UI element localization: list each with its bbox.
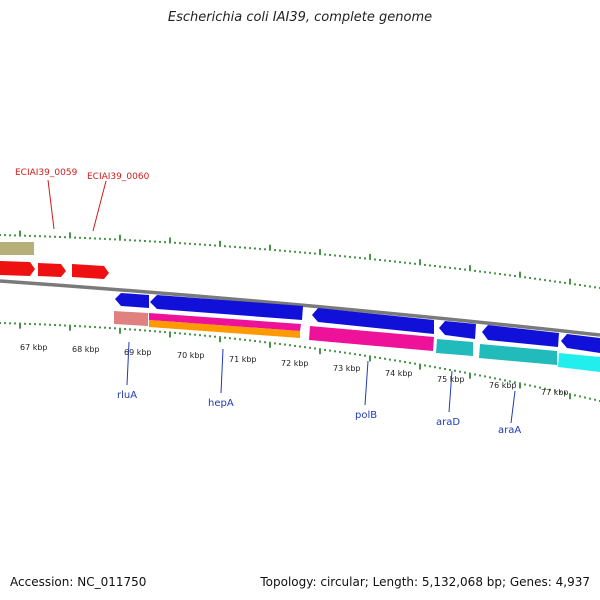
feature-tracks xyxy=(114,311,600,372)
feature-salmon[interactable] xyxy=(114,311,148,326)
kbp-label: 71 kbp xyxy=(229,355,257,364)
kbp-label: 72 kbp xyxy=(281,359,309,368)
kbp-label: 77 kbp xyxy=(541,388,569,397)
gene-blue-6[interactable] xyxy=(561,334,600,353)
forward-strand-genes xyxy=(0,242,109,279)
reverse-strand-genes xyxy=(115,293,600,353)
feature-pink-hepA[interactable] xyxy=(149,313,301,331)
kbp-label: 74 kbp xyxy=(385,369,413,378)
gene-label-araA[interactable]: araA xyxy=(498,425,521,436)
kbp-label: 73 kbp xyxy=(333,364,361,373)
bottom-tick-track xyxy=(0,322,600,402)
top-tick-track xyxy=(0,230,600,289)
gene-blue-hepA[interactable] xyxy=(150,295,303,320)
gene-label-ECIAI39_0060[interactable]: ECIAI39_0060 xyxy=(87,172,150,182)
gene-label-ECIAI39_0059[interactable]: ECIAI39_0059 xyxy=(15,168,78,178)
gene-red-1[interactable] xyxy=(0,261,35,276)
feature-orange-hepA[interactable] xyxy=(149,320,300,338)
top-labels: ECIAI39_0059 ECIAI39_0060 xyxy=(15,168,150,232)
kbp-label: 75 kbp xyxy=(437,375,465,384)
gene-blue-1[interactable] xyxy=(115,293,149,308)
kbp-label: 69 kbp xyxy=(124,348,152,357)
gene-label-hepA[interactable]: hepA xyxy=(208,398,234,409)
feature-pink-polB[interactable] xyxy=(309,326,434,351)
kbp-scale: 67 kbp 68 kbp 69 kbp 70 kbp 71 kbp 72 kb… xyxy=(20,343,569,397)
kbp-label: 70 kbp xyxy=(177,351,205,360)
gene-label-araD[interactable]: araD xyxy=(436,417,460,428)
gene-label-rluA[interactable]: rluA xyxy=(117,390,137,401)
gene-blue-polB[interactable] xyxy=(312,308,434,334)
gene-blue-araA[interactable] xyxy=(482,325,559,347)
gene-blue-araD[interactable] xyxy=(439,321,476,339)
accession-text: Accession: NC_011750 xyxy=(10,575,147,589)
gene-label-leaders xyxy=(126,341,516,424)
kbp-label: 76 kbp xyxy=(489,381,517,390)
feature-cyan[interactable] xyxy=(558,353,600,372)
gene-red-3[interactable] xyxy=(72,264,109,279)
genome-title: Escherichia coli IAI39, complete genome xyxy=(167,10,433,25)
kbp-label: 68 kbp xyxy=(72,345,100,354)
kbp-label: 67 kbp xyxy=(20,343,48,352)
feature-teal-araA[interactable] xyxy=(479,344,557,365)
gene-label-polB[interactable]: polB xyxy=(355,410,377,421)
genome-summary-text: Topology: circular; Length: 5,132,068 bp… xyxy=(260,575,590,589)
gene-labels: rluA hepA polB araD araA xyxy=(117,390,521,436)
gene-red-2[interactable] xyxy=(38,263,66,277)
feature-teal-araD[interactable] xyxy=(436,339,473,356)
genome-backbone xyxy=(0,279,600,337)
gene-olive[interactable] xyxy=(0,242,34,255)
